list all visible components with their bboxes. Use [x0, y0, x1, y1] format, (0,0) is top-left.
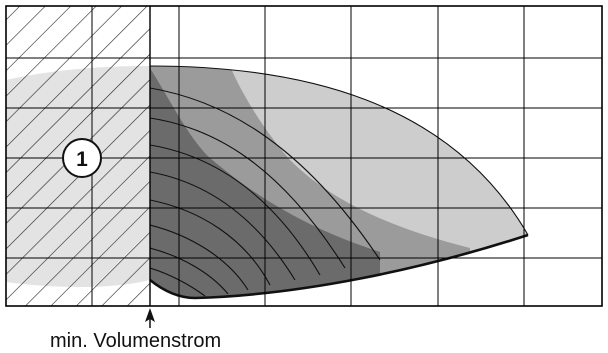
envelope-bottom-boundary [149, 233, 529, 300]
operating-envelope [149, 65, 529, 300]
diagram-frame [5, 5, 603, 307]
envelope-top-boundary [149, 65, 529, 236]
speed-curve [150, 87, 381, 261]
envelope-dark-zone [150, 66, 380, 298]
min-flow-label: min. Volumenstrom [50, 330, 221, 352]
speed-curve [150, 247, 229, 295]
speed-curve [150, 224, 249, 291]
speed-curve [150, 144, 321, 276]
min-flow-annotation: min. Volumenstrom [50, 308, 221, 352]
speed-curve [150, 199, 271, 286]
badge-label: 1 [76, 148, 88, 171]
badge-circle [62, 138, 102, 178]
zone-marker-badge: 1 [62, 138, 102, 178]
grid-lines [6, 6, 602, 306]
up-arrow-icon [145, 308, 155, 322]
